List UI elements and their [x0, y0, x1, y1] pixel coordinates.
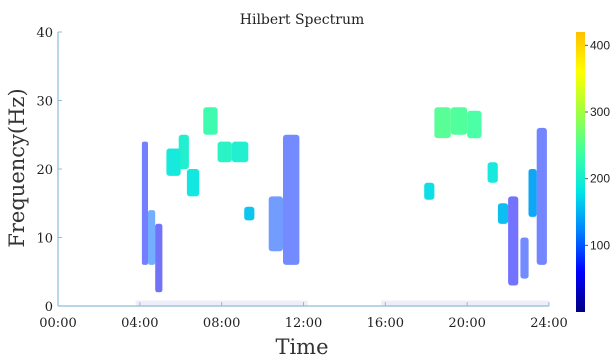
x-tick-label: 24:00 [530, 316, 567, 331]
spectrum-segment [508, 196, 519, 286]
x-tick-label: 16:00 [367, 316, 404, 331]
spectrum-segment [186, 169, 200, 197]
chart-title: Hilbert Spectrum [240, 12, 364, 28]
spectrum-segment [536, 127, 547, 265]
colorbar-tick-label: 400 [590, 38, 610, 52]
spectrum-segment [450, 107, 468, 135]
y-tick-label: 0 [45, 300, 53, 315]
spectrum-segment [528, 169, 537, 217]
spectrum-segment [244, 206, 255, 221]
spectrum-segment [155, 223, 163, 293]
colorbar: 100 200 300 400 [576, 32, 610, 312]
colorbar-bar [576, 32, 585, 312]
y-axis-label: Frequency(Hz) [5, 88, 29, 247]
colorbar-tick-label: 200 [590, 172, 610, 186]
spectrum-segment [487, 162, 498, 183]
colorbar-tick-label: 300 [590, 105, 610, 119]
x-tick-label: 20:00 [448, 316, 485, 331]
spectrum-segment [231, 141, 249, 163]
spectrum-segment [178, 134, 189, 170]
spectrum-segment [520, 237, 529, 279]
x-axis: 00:00 04:00 08:00 12:00 16:00 20:00 24:00 [39, 302, 568, 331]
x-tick-label: 12:00 [285, 316, 322, 331]
x-tick-label: 04:00 [121, 316, 158, 331]
spectrum-segment [141, 141, 148, 265]
x-axis-label: Time [275, 335, 328, 359]
spectrum-segment [434, 107, 451, 139]
y-tick-label: 40 [36, 26, 53, 41]
y-tick-label: 30 [36, 95, 53, 110]
y-tick-label: 20 [36, 163, 53, 178]
y-tick-label: 10 [36, 232, 53, 247]
x-tick-label: 08:00 [203, 316, 240, 331]
spectrum-segment [424, 182, 435, 200]
spectrum-segment [268, 196, 283, 252]
spectrum-segment [497, 203, 509, 224]
spectrum-segment [217, 141, 232, 163]
y-axis: 0 10 20 30 40 [36, 26, 62, 315]
spectrum-segment [283, 134, 300, 265]
spectrum-segment [467, 110, 482, 139]
baseline-noise-band [381, 300, 549, 306]
x-tick-label: 00:00 [39, 316, 76, 331]
spectrum-segment [166, 148, 181, 176]
spectrum-segment [148, 210, 156, 265]
colorbar-tick-label: 100 [590, 238, 610, 252]
spectrum-segment [203, 107, 218, 135]
